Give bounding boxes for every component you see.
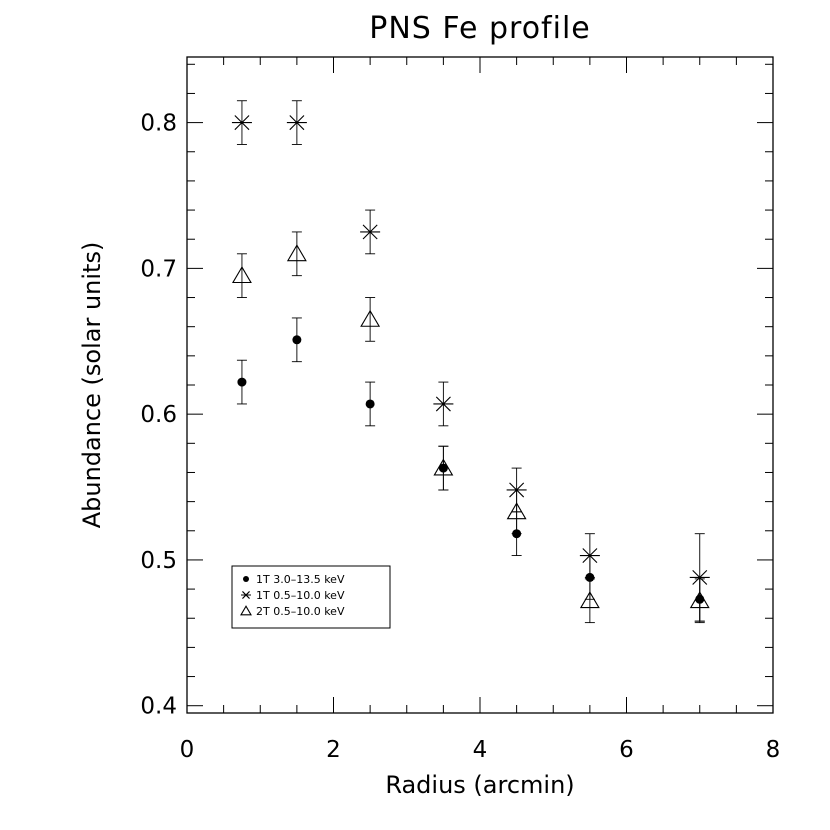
- chart-title: PNS Fe profile: [369, 11, 590, 46]
- y-tick-label: 0.8: [140, 111, 177, 137]
- data-point: [433, 458, 454, 476]
- x-tick-label: 0: [180, 737, 195, 763]
- data-point: [231, 115, 252, 131]
- data-point: [292, 335, 302, 345]
- data-point: [506, 502, 527, 520]
- axis-ticks: [186, 57, 774, 713]
- legend-marker: [240, 605, 252, 616]
- legend-marker: [241, 591, 251, 599]
- legend-box: [231, 565, 391, 629]
- data-point: [286, 244, 307, 262]
- legend-label: 2T 0.5–10.0 keV: [256, 605, 345, 618]
- series-asterisk: [231, 100, 710, 622]
- y-tick-label: 0.7: [140, 256, 177, 282]
- legend-marker: [243, 576, 249, 582]
- data-point: [286, 115, 307, 131]
- x-axis-label: Radius (arcmin): [385, 771, 574, 799]
- legend-items: 1T 3.0–13.5 keV 1T 0.5–10.0 keV 2T 0.5–10.…: [240, 573, 345, 618]
- data-point: [365, 399, 375, 409]
- data-point: [579, 591, 600, 609]
- series-triangle: [231, 231, 710, 624]
- y-axis-label: Abundance (solar units): [78, 242, 106, 529]
- y-tick-label: 0.5: [140, 548, 177, 574]
- data-point: [237, 377, 247, 387]
- x-tick-label: 2: [326, 737, 341, 763]
- data-point: [433, 396, 454, 412]
- x-tick-label: 4: [473, 737, 488, 763]
- data-series: [231, 100, 710, 624]
- legend-label: 1T 3.0–13.5 keV: [256, 573, 345, 586]
- y-tick-label: 0.4: [140, 694, 177, 720]
- x-tick-label: 8: [766, 737, 781, 763]
- legend: 1T 3.0–13.5 keV 1T 0.5–10.0 keV 2T 0.5–10.…: [231, 565, 391, 629]
- legend-label: 1T 0.5–10.0 keV: [256, 589, 345, 602]
- data-point: [689, 591, 710, 609]
- data-point: [579, 548, 600, 564]
- y-tick-label: 0.6: [140, 402, 177, 428]
- data-point: [360, 224, 381, 240]
- x-tick-label: 6: [619, 737, 634, 763]
- data-point: [360, 309, 381, 327]
- tick-labels: 0 2 4 6 8 0.4 0.5 0.6 0.7 0.8: [140, 111, 780, 763]
- data-point: [231, 266, 252, 284]
- data-point: [689, 569, 710, 585]
